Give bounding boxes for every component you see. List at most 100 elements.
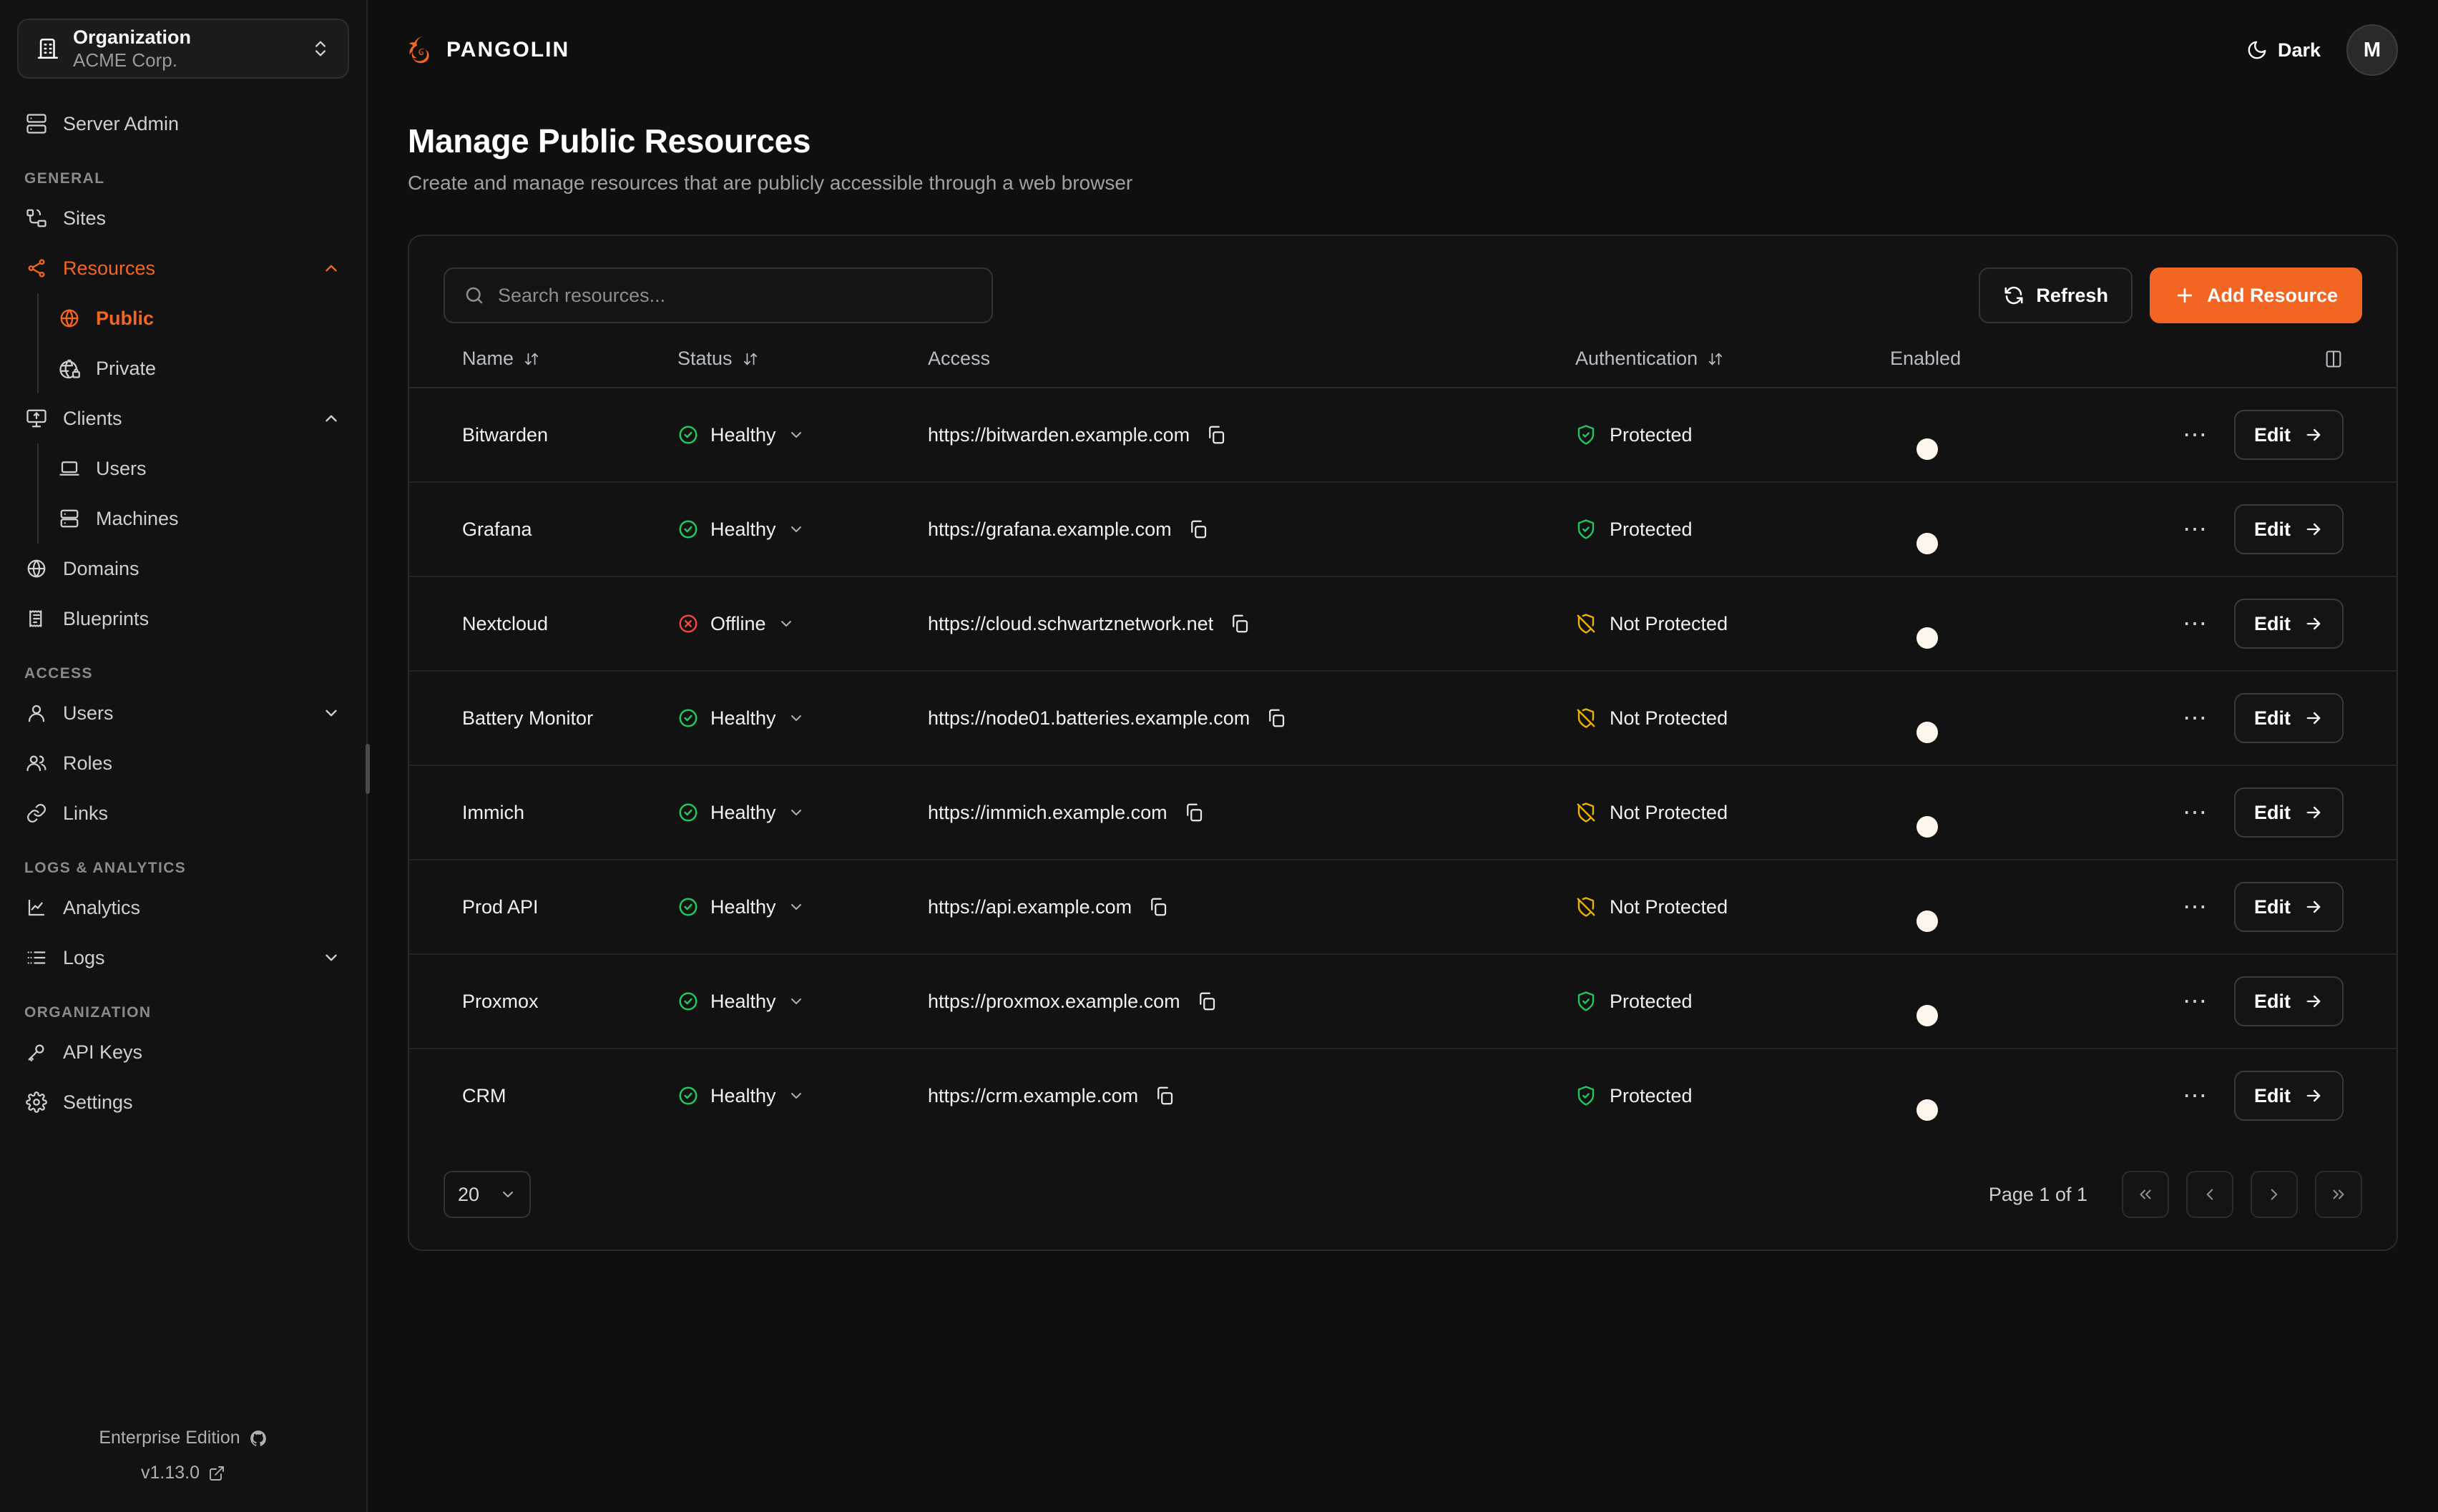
table-row[interactable]: Prod API Healthy https://api.example.com… xyxy=(409,860,2397,955)
sidebar-item-public[interactable]: Public xyxy=(39,293,349,343)
table-row[interactable]: CRM Healthy https://crm.example.com Prot… xyxy=(409,1049,2397,1142)
edit-button[interactable]: Edit xyxy=(2234,599,2344,649)
sidebar-item-api-keys[interactable]: API Keys xyxy=(17,1027,349,1077)
sidebar-item-clients[interactable]: Clients xyxy=(17,393,349,443)
avatar[interactable]: M xyxy=(2346,24,2398,76)
copy-icon[interactable] xyxy=(1265,707,1287,729)
edit-button[interactable]: Edit xyxy=(2234,693,2344,743)
first-page-button[interactable] xyxy=(2122,1171,2169,1218)
sidebar-item-users[interactable]: Users xyxy=(17,688,349,738)
status-badge[interactable]: Healthy xyxy=(677,896,928,918)
chevron-down-icon[interactable] xyxy=(788,898,805,915)
resource-url[interactable]: https://immich.example.com xyxy=(928,801,1167,823)
theme-toggle[interactable]: Dark xyxy=(2246,39,2321,62)
column-header-status[interactable]: Status xyxy=(677,338,928,388)
edit-button[interactable]: Edit xyxy=(2234,410,2344,460)
status-badge[interactable]: Healthy xyxy=(677,707,928,730)
org-switcher[interactable]: Organization ACME Corp. xyxy=(17,19,349,79)
resource-url[interactable]: https://cloud.schwartznetwork.net xyxy=(928,612,1214,634)
sidebar-item-clients-users[interactable]: Users xyxy=(39,443,349,494)
version-row[interactable]: v1.13.0 xyxy=(0,1463,366,1483)
chevron-down-icon[interactable] xyxy=(788,1087,805,1104)
status-badge[interactable]: Healthy xyxy=(677,1085,928,1107)
edition-row[interactable]: Enterprise Edition xyxy=(0,1428,366,1448)
sidebar-item-sites[interactable]: Sites xyxy=(17,193,349,243)
resource-url[interactable]: https://api.example.com xyxy=(928,895,1132,918)
table-row[interactable]: Bitwarden Healthy https://bitwarden.exam… xyxy=(409,388,2397,483)
row-menu-button[interactable]: ⋯ xyxy=(2183,1081,2208,1109)
chevron-down-icon[interactable] xyxy=(788,804,805,821)
sidebar-item-machines[interactable]: Machines xyxy=(39,494,349,544)
chevron-down-icon[interactable] xyxy=(788,993,805,1010)
sidebar-item-server-admin[interactable]: Server Admin xyxy=(17,99,349,149)
copy-icon[interactable] xyxy=(1196,991,1218,1012)
status-badge[interactable]: Healthy xyxy=(677,802,928,824)
resource-url[interactable]: https://bitwarden.example.com xyxy=(928,423,1190,446)
sidebar-resize-handle[interactable] xyxy=(366,744,370,794)
row-menu-button[interactable]: ⋯ xyxy=(2183,515,2208,543)
table-row[interactable]: Proxmox Healthy https://proxmox.example.… xyxy=(409,954,2397,1049)
brand[interactable]: PANGOLIN xyxy=(402,34,569,67)
sidebar-item-roles[interactable]: Roles xyxy=(17,738,349,788)
page-size-select[interactable]: 20 xyxy=(444,1171,531,1218)
external-link-icon[interactable] xyxy=(208,1465,225,1482)
row-menu-button[interactable]: ⋯ xyxy=(2183,421,2208,448)
prev-page-button[interactable] xyxy=(2186,1171,2233,1218)
chevron-down-icon[interactable] xyxy=(778,615,795,632)
sidebar-item-settings[interactable]: Settings xyxy=(17,1077,349,1127)
status-badge[interactable]: Offline xyxy=(677,613,928,635)
table-row[interactable]: Grafana Healthy https://grafana.example.… xyxy=(409,482,2397,577)
search-icon xyxy=(464,285,485,306)
copy-icon[interactable] xyxy=(1205,424,1227,446)
column-header-name[interactable]: Name xyxy=(409,338,677,388)
copy-icon[interactable] xyxy=(1188,519,1209,540)
sidebar-item-domains[interactable]: Domains xyxy=(17,544,349,594)
page-title: Manage Public Resources xyxy=(408,122,811,159)
row-menu-button[interactable]: ⋯ xyxy=(2183,798,2208,826)
edit-button[interactable]: Edit xyxy=(2234,976,2344,1026)
last-page-button[interactable] xyxy=(2315,1171,2362,1218)
search-box[interactable] xyxy=(444,267,993,323)
status-badge[interactable]: Healthy xyxy=(677,424,928,446)
resource-url[interactable]: https://proxmox.example.com xyxy=(928,990,1180,1012)
table-row[interactable]: Immich Healthy https://immich.example.co… xyxy=(409,765,2397,860)
chevron-down-icon[interactable] xyxy=(788,426,805,443)
columns-toggle-icon[interactable] xyxy=(2324,349,2344,369)
auth-badge: Protected xyxy=(1575,991,1890,1013)
table-row[interactable]: Battery Monitor Healthy https://node01.b… xyxy=(409,671,2397,766)
edit-button[interactable]: Edit xyxy=(2234,882,2344,932)
row-menu-button[interactable]: ⋯ xyxy=(2183,987,2208,1015)
status-badge[interactable]: Healthy xyxy=(677,991,928,1013)
sidebar-item-analytics[interactable]: Analytics xyxy=(17,883,349,933)
copy-icon[interactable] xyxy=(1183,802,1205,823)
sidebar-item-logs[interactable]: Logs xyxy=(17,933,349,983)
copy-icon[interactable] xyxy=(1229,613,1250,634)
sidebar-item-resources[interactable]: Resources xyxy=(17,243,349,293)
sidebar-item-blueprints[interactable]: Blueprints xyxy=(17,594,349,644)
sidebar-item-label: Users xyxy=(63,702,114,724)
row-menu-button[interactable]: ⋯ xyxy=(2183,704,2208,732)
next-page-button[interactable] xyxy=(2251,1171,2298,1218)
resource-url[interactable]: https://node01.batteries.example.com xyxy=(928,707,1250,729)
resource-url[interactable]: https://grafana.example.com xyxy=(928,518,1172,540)
sidebar-item-links[interactable]: Links xyxy=(17,788,349,838)
cell-status: Healthy xyxy=(677,388,928,483)
add-resource-button[interactable]: Add Resource xyxy=(2149,267,2362,323)
refresh-button[interactable]: Refresh xyxy=(1979,267,2133,323)
chevron-down-icon[interactable] xyxy=(788,710,805,727)
edit-button[interactable]: Edit xyxy=(2234,504,2344,554)
status-badge[interactable]: Healthy xyxy=(677,519,928,541)
chevron-down-icon[interactable] xyxy=(788,521,805,538)
sidebar-item-private[interactable]: Private xyxy=(39,343,349,393)
copy-icon[interactable] xyxy=(1154,1085,1175,1106)
edit-button[interactable]: Edit xyxy=(2234,787,2344,838)
table-row[interactable]: Nextcloud Offline https://cloud.schwartz… xyxy=(409,576,2397,672)
row-menu-button[interactable]: ⋯ xyxy=(2183,893,2208,921)
edit-button[interactable]: Edit xyxy=(2234,1071,2344,1121)
search-input[interactable] xyxy=(498,284,973,307)
row-menu-button[interactable]: ⋯ xyxy=(2183,609,2208,637)
column-header-authentication[interactable]: Authentication xyxy=(1575,338,1890,388)
copy-icon[interactable] xyxy=(1147,896,1169,918)
github-icon[interactable] xyxy=(249,1429,268,1448)
resource-url[interactable]: https://crm.example.com xyxy=(928,1084,1139,1106)
